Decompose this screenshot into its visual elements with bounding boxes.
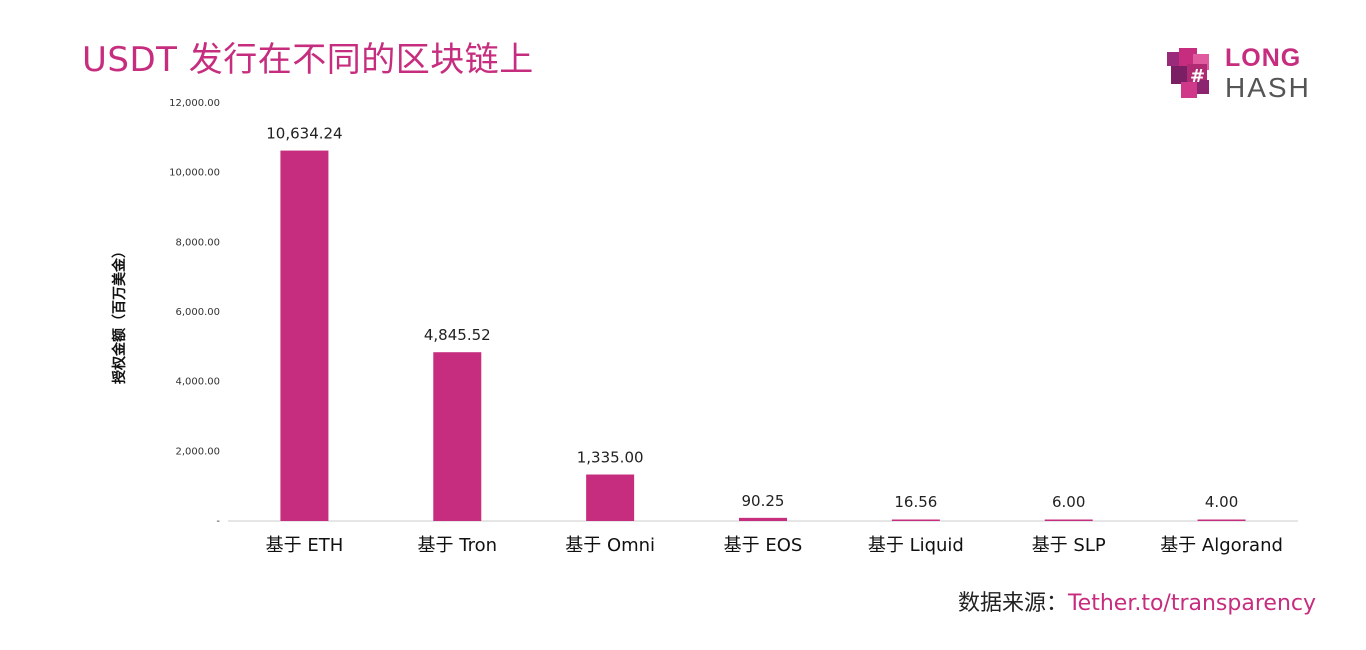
bar: [739, 517, 787, 521]
x-tick-label: 基于 Algorand: [1160, 535, 1283, 556]
source-link[interactable]: Tether.to/transparency: [1067, 591, 1316, 616]
y-tick-label: -: [216, 516, 220, 527]
bar: [586, 474, 635, 521]
bar: [1197, 519, 1246, 521]
data-label: 1,335.00: [577, 448, 644, 466]
longhash-logo: # LONG HASH: [1163, 44, 1313, 106]
y-tick-label: 12,000.00: [169, 98, 220, 109]
y-tick-label: 2,000.00: [175, 446, 220, 457]
bar: [1044, 519, 1093, 521]
data-label: 4.00: [1205, 493, 1238, 511]
y-tick-label: 8,000.00: [175, 237, 220, 248]
data-label: 6.00: [1052, 493, 1085, 511]
y-tick-label: 4,000.00: [175, 377, 220, 388]
bar: [891, 519, 940, 521]
source-prefix: 数据来源：: [957, 591, 1068, 616]
y-axis-label: 授权金额（百万美金）: [111, 244, 128, 384]
data-label: 16.56: [894, 493, 937, 511]
x-tick-label: 基于 Tron: [418, 535, 498, 556]
data-label: 4,845.52: [424, 326, 491, 344]
y-tick-label: 6,000.00: [175, 307, 220, 318]
x-tick-label: 基于 SLP: [1032, 535, 1106, 556]
logo-line2: HASH: [1225, 72, 1311, 103]
svg-text:#: #: [1190, 66, 1205, 87]
page-title: USDT 发行在不同的区块链上: [82, 40, 534, 80]
bar: [433, 352, 482, 521]
x-tick-label: 基于 Omni: [565, 535, 655, 556]
data-label: 90.25: [742, 492, 785, 510]
x-tick-label: 基于 EOS: [724, 535, 803, 556]
x-tick-label: 基于 ETH: [266, 535, 344, 556]
y-tick-label: 10,000.00: [169, 168, 220, 179]
x-tick-label: 基于 Liquid: [868, 535, 964, 556]
longhash-cube-icon: #: [1167, 48, 1209, 98]
data-label: 10,634.24: [266, 125, 342, 143]
logo-line1: LONG: [1225, 44, 1302, 72]
bar: [280, 150, 329, 521]
source-note: 数据来源：Tether.to/transparency: [958, 585, 1316, 617]
